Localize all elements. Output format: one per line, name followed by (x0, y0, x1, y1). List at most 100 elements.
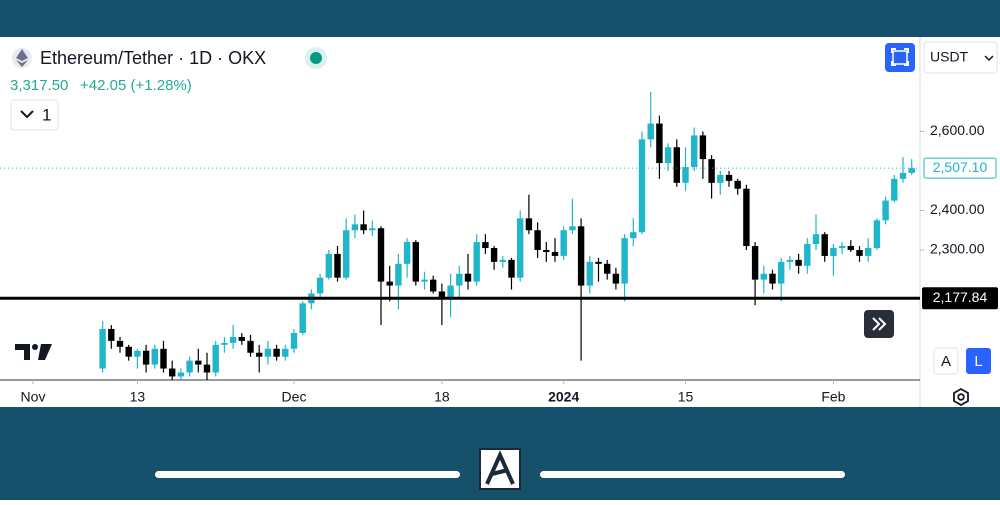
candle-body (604, 263, 611, 274)
candle-body (490, 248, 498, 262)
candle-body (899, 172, 907, 179)
candle-body (517, 218, 524, 278)
x-tick-label: 2024 (548, 389, 579, 405)
candle-body (395, 263, 402, 286)
level-label: 2,177.84 (933, 289, 988, 305)
candle-body (238, 336, 245, 341)
candle-body (621, 238, 628, 284)
candle-body (116, 340, 124, 347)
candle-body (316, 277, 324, 294)
candle-body (804, 244, 811, 266)
candle-body (865, 248, 872, 256)
last-price-box (923, 157, 997, 179)
scroll-to-latest[interactable] (864, 310, 894, 338)
candle-body (560, 230, 567, 256)
candle-body (343, 230, 350, 278)
candle-body (386, 281, 393, 286)
candle-body (821, 234, 828, 256)
candle-body (134, 350, 141, 357)
candle-body (99, 329, 106, 369)
candle-body (325, 253, 332, 278)
y-tick-label: 2,300.00 (930, 241, 985, 257)
candle-body (612, 273, 620, 284)
candle-body (551, 251, 559, 256)
candle-body (682, 167, 689, 183)
x-tick-label: Dec (282, 389, 307, 405)
symbol-title: Ethereum/Tether · 1D · OKX (40, 48, 266, 68)
candle-body (430, 279, 437, 292)
fullscreen-button[interactable] (885, 43, 915, 72)
candle-body (264, 348, 272, 357)
candle-body (377, 228, 385, 282)
candle-body (577, 226, 585, 286)
candle-body (543, 249, 550, 252)
candle-body (282, 348, 289, 357)
candle-body (482, 242, 489, 249)
candle-body (369, 228, 376, 231)
candle-body (630, 232, 637, 239)
candle-body (778, 261, 785, 284)
candle-body (447, 285, 454, 298)
candle-body (664, 147, 672, 164)
candle-body (351, 224, 359, 231)
candle-body (586, 261, 593, 286)
candle-body (438, 291, 446, 298)
candle-body (786, 259, 794, 262)
candle-body (247, 340, 254, 353)
candle-body (734, 180, 741, 189)
candle-body (464, 273, 472, 282)
candle-body (273, 348, 280, 357)
candle-body (360, 224, 367, 231)
candle-body (691, 135, 698, 168)
settings-button[interactable] (953, 387, 969, 407)
candle-body (812, 234, 820, 245)
log-scale-button[interactable]: L (966, 348, 991, 374)
candle-body (725, 174, 733, 181)
candle-body (908, 168, 915, 173)
last-price: 3,317.50 (10, 77, 68, 94)
candle-body (534, 230, 541, 250)
candle-body (795, 259, 802, 266)
status-dot (310, 52, 322, 64)
candle-body (891, 178, 898, 201)
candle-body (508, 259, 515, 278)
x-tick-label: Nov (21, 389, 46, 405)
price-change: +42.05 (+1.28%) (80, 77, 192, 94)
x-tick-label: 15 (678, 389, 694, 405)
top-bar (0, 0, 1000, 37)
candle-body (108, 329, 115, 341)
y-tick-label: 2,600.00 (930, 122, 985, 138)
candle-body (847, 246, 854, 250)
candle-body (656, 123, 663, 164)
log-scale-label: L (974, 353, 982, 370)
candle-body (229, 336, 237, 343)
collapse-button[interactable]: 1 (10, 99, 59, 131)
candle-body (421, 279, 428, 282)
candle-body (403, 242, 411, 264)
candle-body (212, 344, 219, 373)
candle-body (525, 218, 533, 231)
candle-body (186, 360, 193, 373)
candle-body (743, 188, 750, 247)
coin-glyph (16, 49, 28, 67)
candle-body (769, 273, 776, 284)
x-tick-label: Feb (821, 389, 845, 405)
candle-body (838, 246, 846, 249)
divider (155, 471, 460, 478)
chart-panel (0, 37, 1000, 407)
candle-body (195, 360, 202, 365)
candle-body (151, 348, 158, 365)
auto-scale-button[interactable]: A (933, 347, 959, 375)
candle-body (473, 242, 480, 282)
candle-body (334, 253, 341, 278)
candle-body (751, 246, 759, 280)
candle-body (647, 123, 654, 140)
candle-body (595, 261, 602, 264)
brand-logo (479, 448, 521, 490)
candle-body (708, 159, 715, 183)
candle-body (569, 226, 576, 231)
auto-scale-label: A (941, 353, 951, 370)
currency-select[interactable]: USDT (923, 41, 998, 74)
